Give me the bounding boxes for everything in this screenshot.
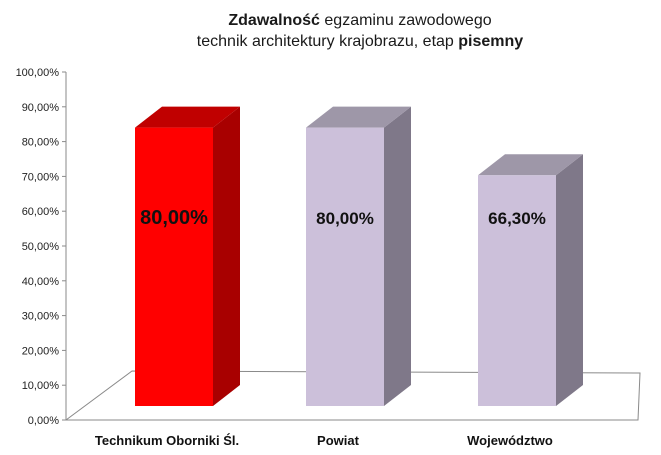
y-tick-label: 100,00% bbox=[16, 67, 60, 79]
bar-top-face bbox=[306, 106, 411, 128]
category-label-3: Województwo bbox=[467, 433, 553, 448]
data-label-1: 80,00% bbox=[140, 207, 208, 229]
category-label-2: Powiat bbox=[317, 433, 360, 448]
y-tick-label: 20,00% bbox=[22, 345, 60, 357]
y-tick-label: 90,00% bbox=[22, 102, 60, 114]
data-label-2: 80,00% bbox=[316, 209, 374, 228]
y-tick-label: 30,00% bbox=[22, 311, 60, 323]
chart-title: Zdawalność egzaminu zawodowego technik a… bbox=[120, 10, 600, 52]
bar-front-face bbox=[135, 127, 213, 406]
category-label-1: Technikum Oborniki Śl. bbox=[95, 433, 239, 448]
y-tick-label: 40,00% bbox=[22, 276, 60, 288]
y-tick-label: 0,00% bbox=[28, 415, 59, 427]
bar-side-face bbox=[213, 106, 240, 406]
bars bbox=[135, 106, 583, 406]
bar-2 bbox=[306, 106, 411, 406]
y-tick-label: 60,00% bbox=[22, 206, 60, 218]
bar-3 bbox=[478, 154, 583, 406]
y-tick-label: 70,00% bbox=[22, 171, 60, 183]
bar-1 bbox=[135, 106, 240, 406]
chart-title-line-1: Zdawalność egzaminu zawodowego bbox=[120, 10, 600, 31]
y-tick-label: 10,00% bbox=[22, 380, 60, 392]
y-tick-label: 80,00% bbox=[22, 137, 60, 149]
chart-title-bold-1: Zdawalność bbox=[228, 12, 320, 29]
chart-title-rest-1: egzaminu zawodowego bbox=[319, 12, 492, 29]
data-label-3: 66,30% bbox=[488, 209, 546, 228]
bar-top-face bbox=[135, 106, 240, 128]
y-tick-label: 50,00% bbox=[22, 241, 60, 253]
labels: 80,00% Technikum Oborniki Śl. 80,00% Powiat… bbox=[95, 207, 553, 448]
bar-side-face bbox=[556, 154, 583, 406]
bar-front-face bbox=[306, 127, 384, 406]
y-axis: 0,00% 10,00% 20,00% 30,00% 40,00% 50,00% 60,00… bbox=[16, 67, 67, 427]
chart-title-rest-2: technik architektury krajobrazu, etap bbox=[196, 33, 459, 50]
bar-side-face bbox=[384, 106, 411, 406]
chart-title-line-2: technik architektury krajobrazu, etap pi… bbox=[120, 31, 600, 52]
bar-front-face bbox=[478, 175, 556, 406]
bar-top-face bbox=[478, 154, 583, 176]
chart-title-bold-2: pisemny bbox=[458, 33, 524, 50]
